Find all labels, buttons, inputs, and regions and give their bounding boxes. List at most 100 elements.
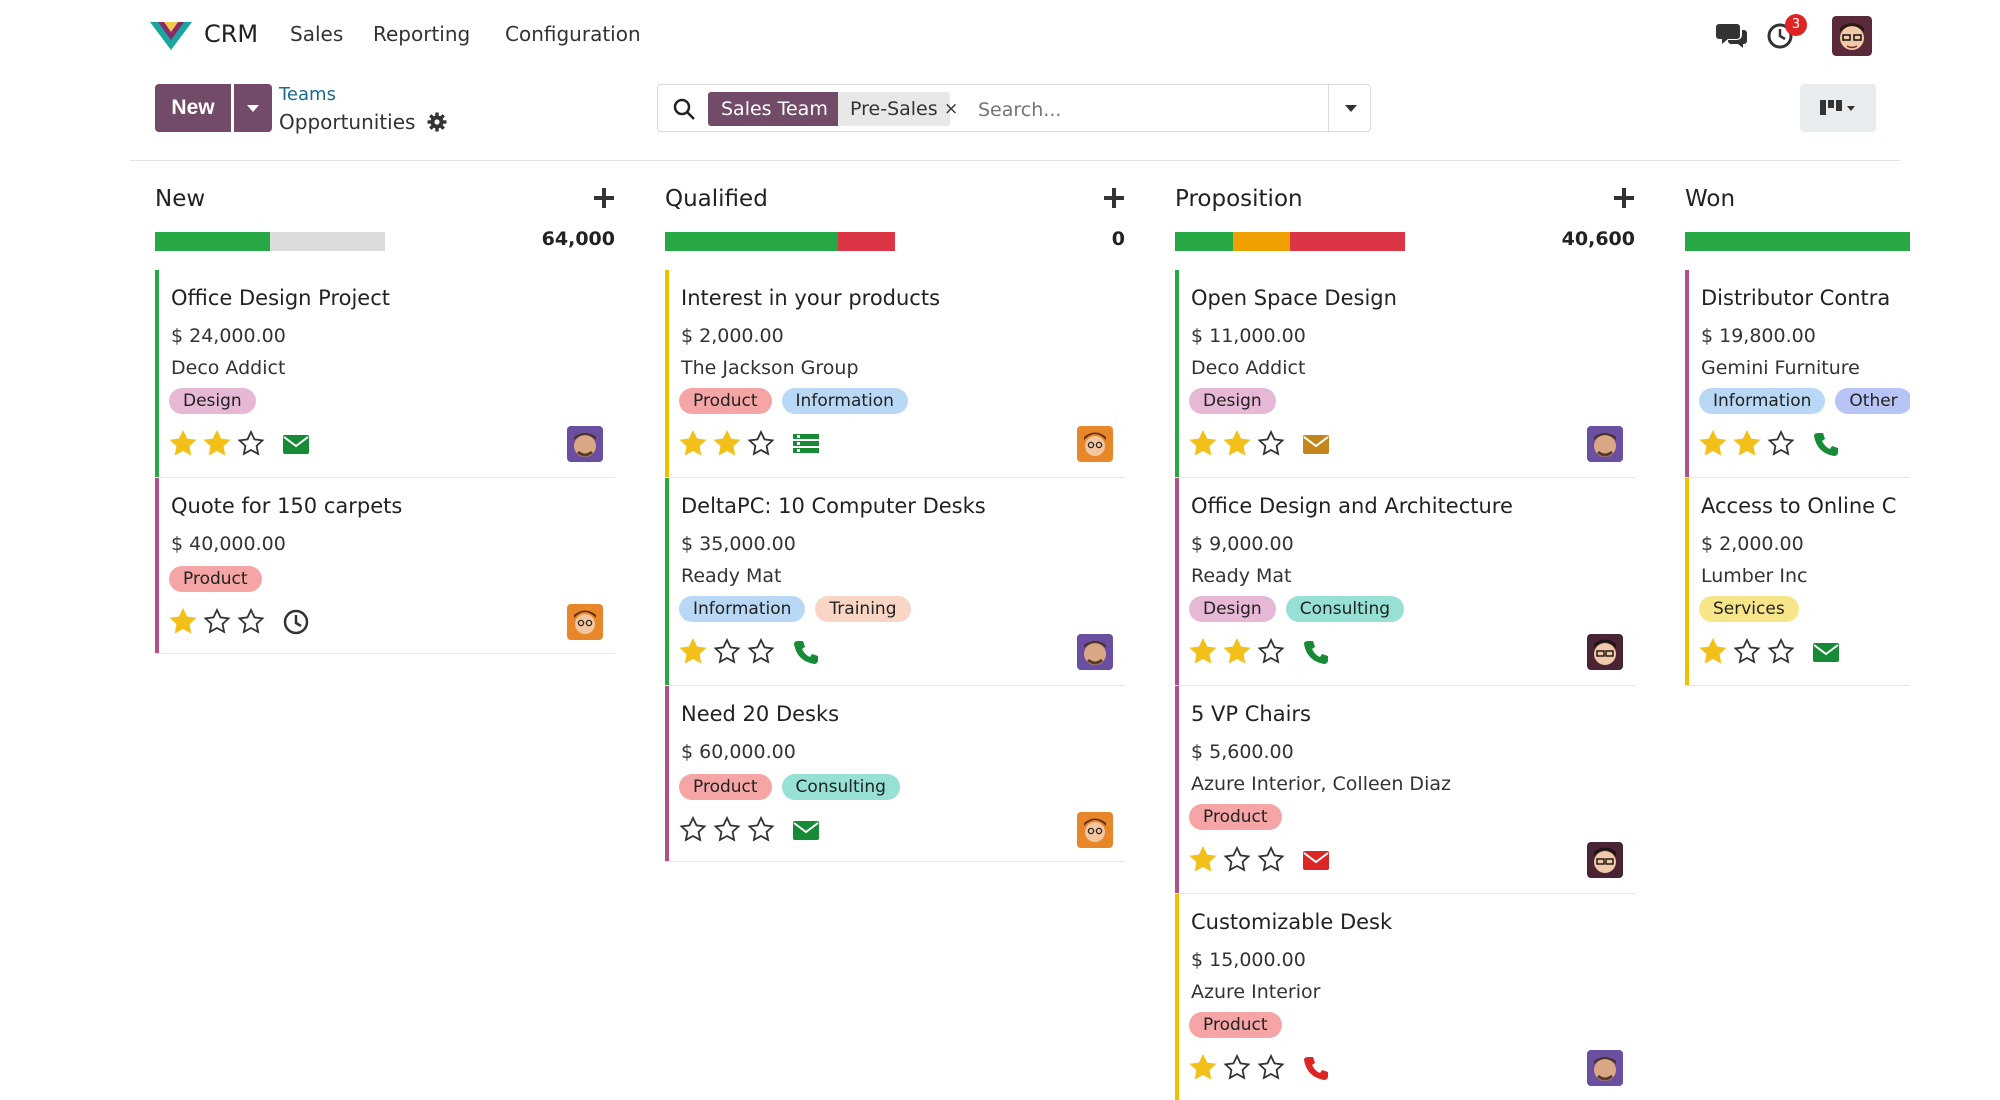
add-card-plus-icon[interactable] [1612,186,1636,210]
avatar-orange-icon[interactable] [1077,426,1113,462]
priority-star-icon[interactable] [1257,1054,1285,1082]
envelope-icon[interactable] [281,429,311,459]
search-options-toggle[interactable] [1328,85,1373,131]
new-dropdown-toggle[interactable] [234,84,272,132]
envelope-icon[interactable] [1301,429,1331,459]
priority-star-icon[interactable] [237,608,265,636]
card-title[interactable]: Open Space Design [1191,286,1397,310]
progress-segment[interactable] [1685,232,1910,251]
opportunity-card[interactable]: Office Design and Architecture $ 9,000.00… [1175,478,1635,686]
priority-star-icon[interactable] [1699,638,1727,666]
opportunity-card[interactable]: Need 20 Desks $ 60,000.00 Product Consultin… [665,686,1125,862]
priority-star-icon[interactable] [203,608,231,636]
facet-remove-icon[interactable]: × [944,99,959,119]
priority-star-icon[interactable] [1223,846,1251,874]
opportunity-card[interactable]: Office Design Project $ 24,000.00 Deco Add… [155,270,615,478]
progress-segment[interactable] [1175,232,1233,251]
progress-segment[interactable] [665,232,838,251]
priority-star-icon[interactable] [1223,638,1251,666]
new-button[interactable]: New [155,84,231,132]
opportunity-card[interactable]: Interest in your products $ 2,000.00 The J… [665,270,1125,478]
priority-star-icon[interactable] [679,816,707,844]
priority-star-icon[interactable] [1189,430,1217,458]
priority-star-icon[interactable] [237,430,265,458]
priority-star-icon[interactable] [747,816,775,844]
priority-star-icon[interactable] [1257,846,1285,874]
menu-configuration[interactable]: Configuration [505,22,641,46]
priority-star-icon[interactable] [747,430,775,458]
priority-star-icon[interactable] [1767,638,1795,666]
phone-icon[interactable] [791,637,821,667]
view-switcher-button[interactable] [1800,84,1876,132]
priority-star-icon[interactable] [1189,846,1217,874]
priority-star-icon[interactable] [713,430,741,458]
column-title[interactable]: Won [1685,186,1736,212]
phone-icon[interactable] [1811,429,1841,459]
menu-reporting[interactable]: Reporting [373,22,471,46]
card-title[interactable]: Distributor Contra [1701,286,1891,310]
priority-star-icon[interactable] [203,430,231,458]
column-title[interactable]: Proposition [1175,186,1303,212]
priority-star-icon[interactable] [679,638,707,666]
column-progressbar[interactable] [665,232,895,251]
clock-icon[interactable] [281,607,311,637]
opportunity-card[interactable]: Quote for 150 carpets $ 40,000.00 Product [155,478,615,654]
opportunity-card[interactable]: Customizable Desk $ 15,000.00 Azure Interi… [1175,894,1635,1100]
progress-segment[interactable] [1290,232,1405,251]
priority-star-icon[interactable] [169,608,197,636]
column-progressbar[interactable] [1175,232,1405,251]
list-icon[interactable] [791,429,821,459]
search-input[interactable] [976,93,1320,127]
breadcrumb-teams[interactable]: Teams [279,84,336,105]
column-title[interactable]: Qualified [665,186,768,212]
priority-star-icon[interactable] [679,430,707,458]
column-progressbar[interactable] [1685,232,1910,251]
menu-sales[interactable]: Sales [290,22,344,46]
envelope-icon[interactable] [791,815,821,845]
progress-segment[interactable] [270,232,385,251]
add-card-plus-icon[interactable] [592,186,616,210]
chat-icon[interactable] [1716,20,1748,50]
card-title[interactable]: Quote for 150 carpets [171,494,403,518]
envelope-icon[interactable] [1811,637,1841,667]
priority-star-icon[interactable] [1223,430,1251,458]
card-title[interactable]: Need 20 Desks [681,702,840,726]
gear-icon[interactable] [427,112,447,132]
priority-star-icon[interactable] [1189,1054,1217,1082]
user-avatar-icon[interactable] [1832,16,1872,56]
card-title[interactable]: Interest in your products [681,286,941,310]
app-name[interactable]: CRM [204,20,259,48]
priority-star-icon[interactable] [1189,638,1217,666]
avatar-man-icon[interactable] [1077,634,1113,670]
opportunity-card[interactable]: Distributor Contra $ 19,800.00 Gemini Furn… [1685,270,1910,478]
opportunity-card[interactable]: DeltaPC: 10 Computer Desks $ 35,000.00 Rea… [665,478,1125,686]
column-title[interactable]: New [155,186,206,212]
progress-segment[interactable] [155,232,270,251]
priority-star-icon[interactable] [1767,430,1795,458]
avatar-man-icon[interactable] [1587,1050,1623,1086]
priority-star-icon[interactable] [713,638,741,666]
card-title[interactable]: Customizable Desk [1191,910,1393,934]
avatar-man-icon[interactable] [567,426,603,462]
phone-icon[interactable] [1301,637,1331,667]
priority-star-icon[interactable] [1257,638,1285,666]
priority-star-icon[interactable] [747,638,775,666]
card-title[interactable]: Office Design Project [171,286,391,310]
search-icon[interactable] [672,97,696,121]
priority-star-icon[interactable] [1733,638,1761,666]
avatar-glasses-icon[interactable] [1587,634,1623,670]
activity-clock-icon[interactable] [1766,20,1796,50]
opportunity-card[interactable]: 5 VP Chairs $ 5,600.00 Azure Interior, Col… [1175,686,1635,894]
crm-logo-icon[interactable] [150,20,192,52]
opportunity-card[interactable]: Open Space Design $ 11,000.00 Deco Addict D… [1175,270,1635,478]
priority-star-icon[interactable] [713,816,741,844]
avatar-orange-icon[interactable] [567,604,603,640]
avatar-glasses-icon[interactable] [1587,842,1623,878]
priority-star-icon[interactable] [1733,430,1761,458]
add-card-plus-icon[interactable] [1102,186,1126,210]
priority-star-icon[interactable] [1257,430,1285,458]
envelope-icon[interactable] [1301,845,1331,875]
card-title[interactable]: Office Design and Architecture [1191,494,1513,518]
opportunity-card[interactable]: Access to Online C $ 2,000.00 Lumber Inc Se… [1685,478,1910,686]
progress-segment[interactable] [1232,232,1290,251]
